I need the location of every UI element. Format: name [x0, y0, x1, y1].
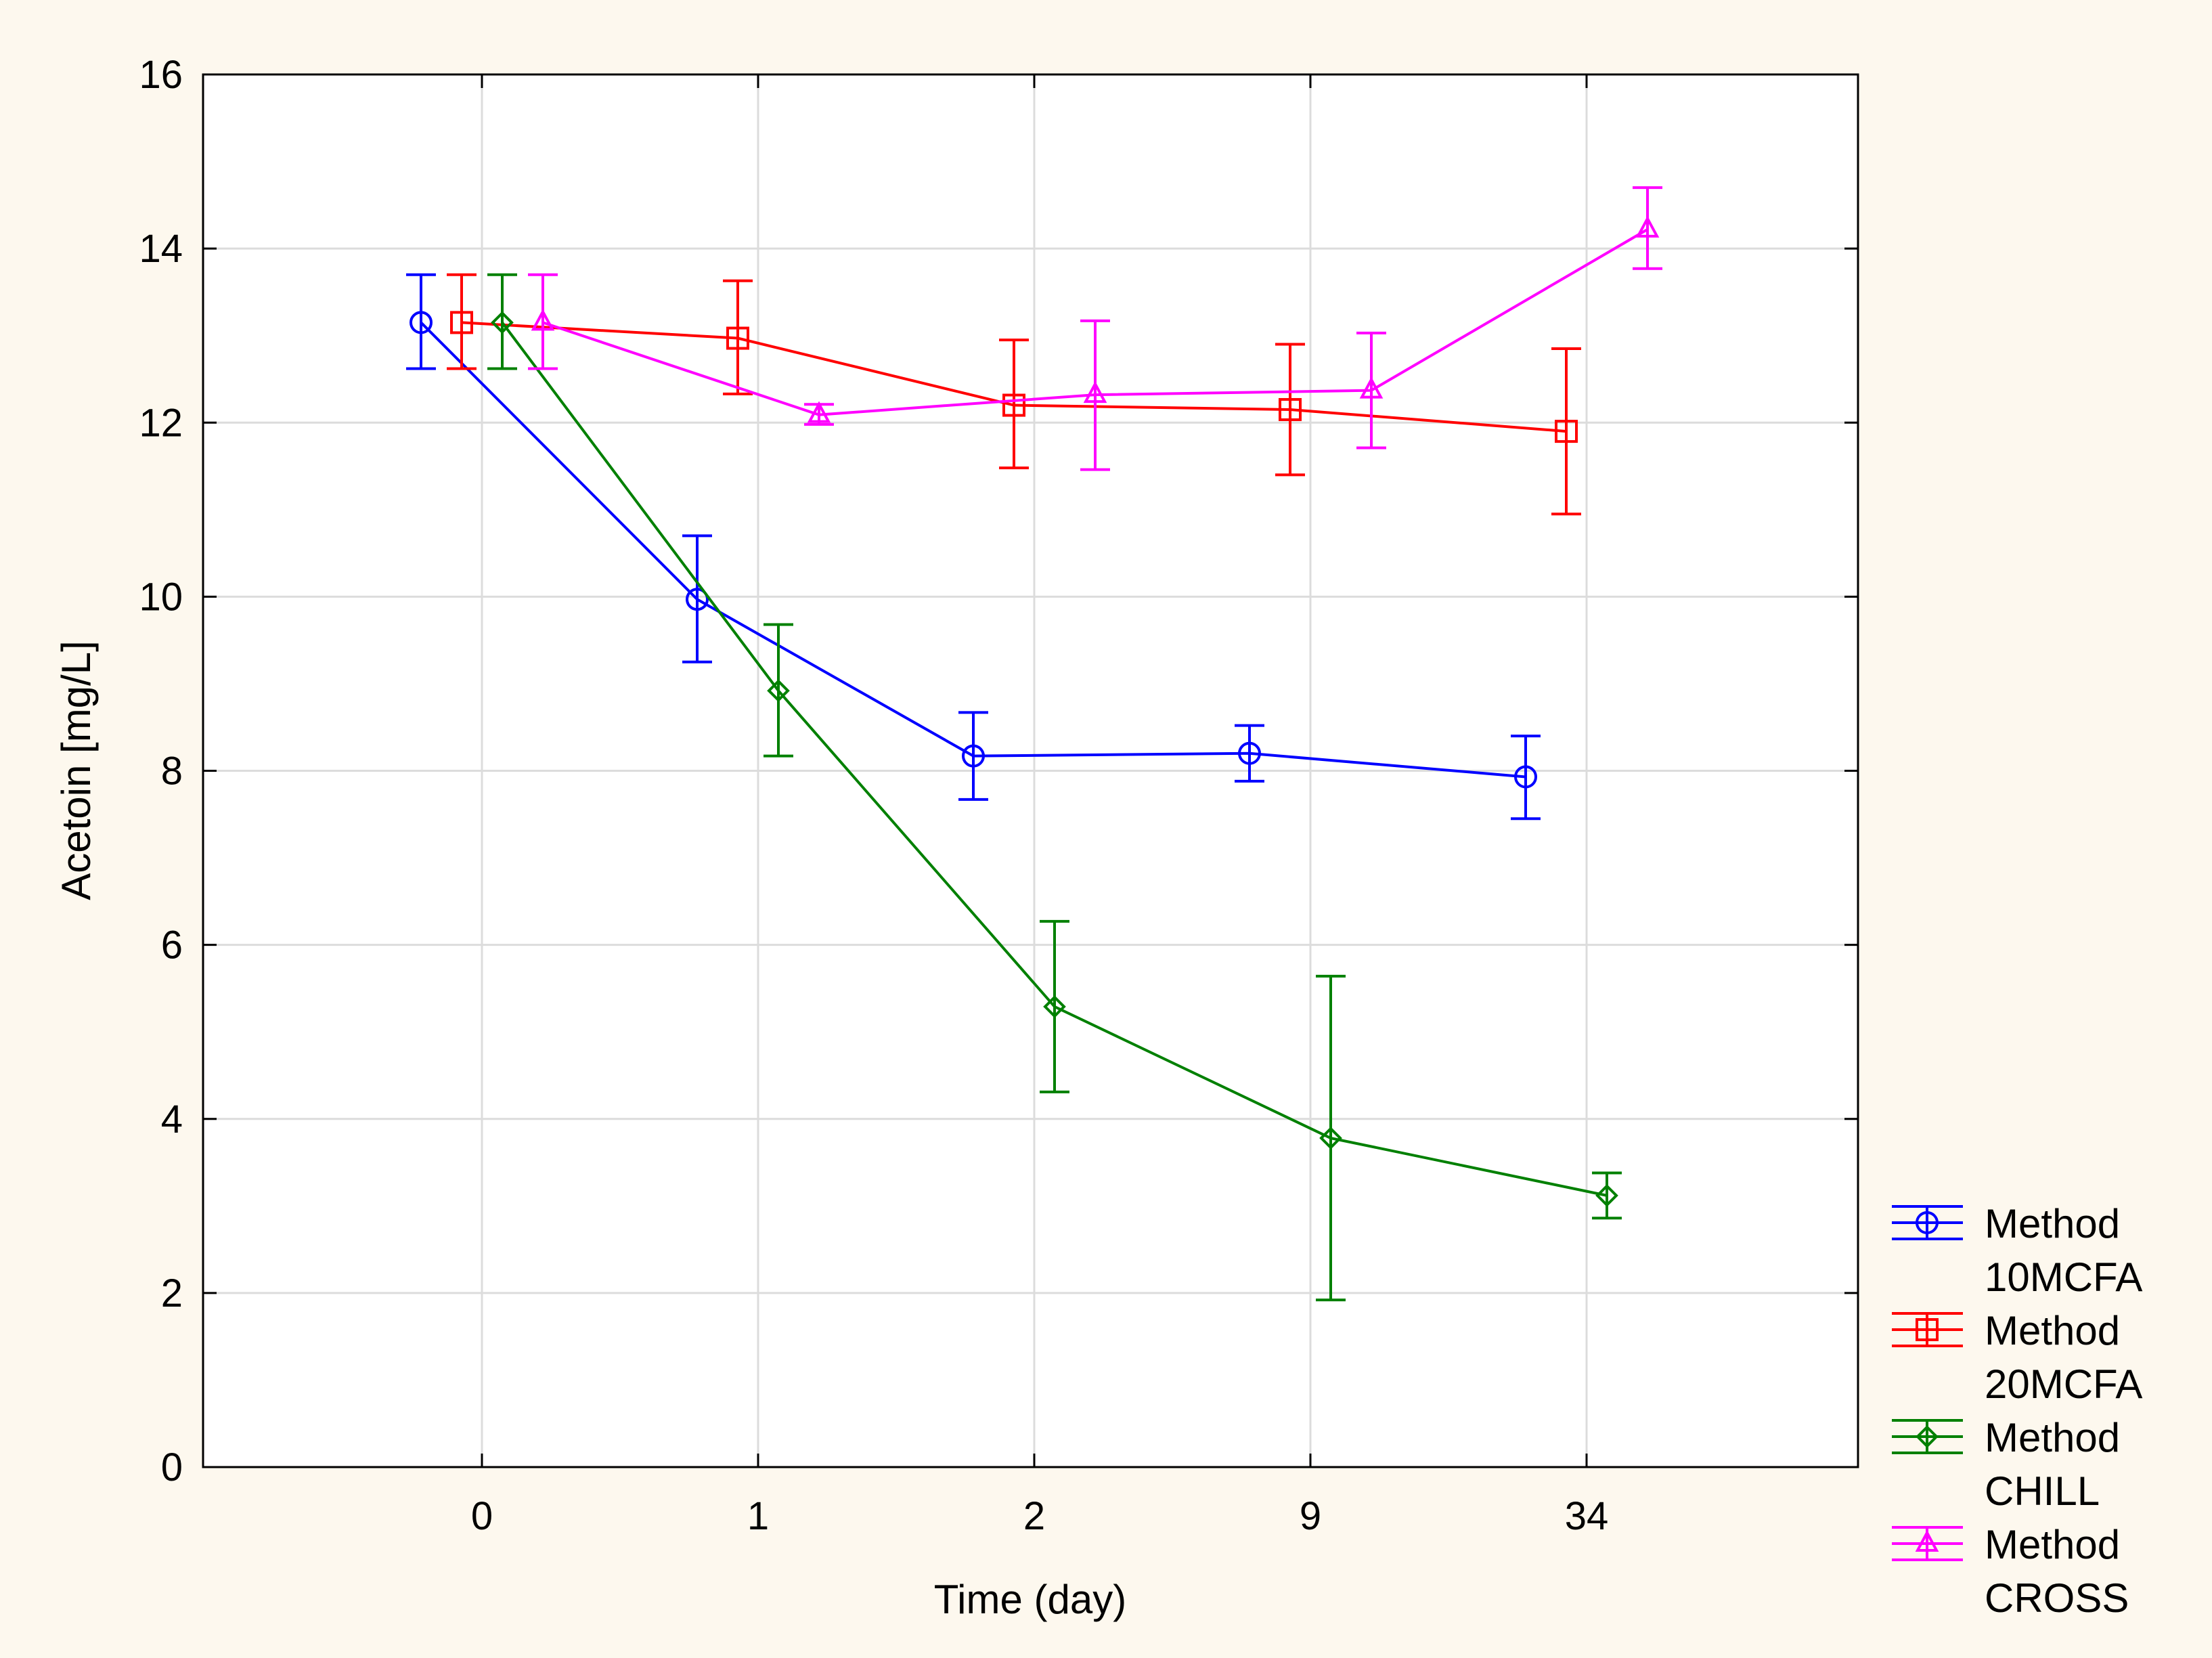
x-axis-title: Time (day)	[934, 1577, 1126, 1622]
x-tick-label: 9	[1300, 1494, 1321, 1538]
series-method-cross	[528, 186, 1662, 471]
legend-label: Method	[1985, 1522, 2120, 1567]
x-tick-label: 0	[471, 1494, 493, 1538]
legend-label: Method	[1985, 1415, 2120, 1460]
data-point	[686, 588, 709, 611]
legend-marker	[1916, 1318, 1939, 1341]
data-point	[1043, 995, 1066, 1018]
data-point	[1595, 1184, 1618, 1207]
data-point	[807, 401, 831, 423]
data-point	[450, 311, 473, 334]
y-tick-label: 6	[161, 923, 183, 967]
data-point	[1238, 741, 1261, 765]
data-point	[531, 309, 555, 331]
legend-label: CHILL	[1985, 1468, 2100, 1514]
x-tick-label: 2	[1023, 1494, 1045, 1538]
data-point	[1635, 215, 1660, 238]
legend-label: Method	[1985, 1201, 2120, 1246]
legend-marker	[1915, 1529, 1939, 1552]
grid	[203, 74, 1858, 1467]
y-tick-label: 14	[139, 227, 183, 271]
legend-label: CROSS	[1985, 1575, 2129, 1621]
y-tick-label: 2	[161, 1271, 183, 1315]
legend-label: 20MCFA	[1985, 1361, 2142, 1407]
legend-marker	[1916, 1425, 1939, 1448]
data-point	[410, 311, 433, 334]
series-method-chill	[487, 273, 1622, 1302]
y-tick-label: 12	[139, 401, 183, 445]
data-point	[1002, 393, 1025, 417]
y-tick-label: 4	[161, 1097, 183, 1141]
series-layer	[406, 186, 1662, 1302]
y-axis-title: Acetoin [mg/L]	[53, 640, 99, 900]
y-tick-label: 10	[139, 575, 183, 619]
legend-item-method-10mcfa: Method 10MCFA	[1892, 1201, 2142, 1300]
legend-item-method-chill: Method CHILL	[1892, 1415, 2120, 1514]
legend: Method10MCFAMethod20MCFAMethodCHILLMetho…	[1892, 1201, 2142, 1621]
y-tick-label: 0	[161, 1445, 183, 1489]
legend-item-method-20mcfa: Method 20MCFA	[1892, 1308, 2142, 1407]
data-point	[962, 744, 985, 768]
series-method-10mcfa	[406, 273, 1541, 821]
legend-label: 10MCFA	[1985, 1255, 2142, 1300]
data-point	[1083, 380, 1107, 403]
data-point	[1555, 420, 1578, 443]
data-point	[726, 326, 749, 350]
series-method-20mcfa	[447, 273, 1581, 516]
y-tick-label: 16	[139, 53, 183, 97]
data-point	[1359, 376, 1384, 399]
data-point	[491, 311, 514, 334]
legend-marker	[1916, 1211, 1939, 1234]
data-point	[1514, 765, 1537, 789]
data-point	[1279, 397, 1302, 421]
x-tick-label: 1	[747, 1494, 769, 1538]
data-point	[1319, 1127, 1342, 1150]
data-point	[767, 679, 790, 703]
legend-item-method-cross: Method CROSS	[1892, 1522, 2129, 1621]
legend-label: Method	[1985, 1308, 2120, 1353]
y-tick-label: 8	[161, 749, 183, 793]
x-tick-label: 34	[1565, 1494, 1609, 1538]
